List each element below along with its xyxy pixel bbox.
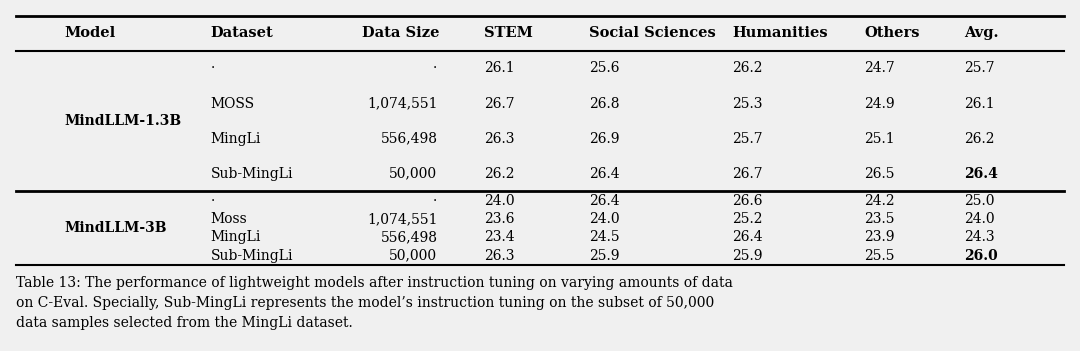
Text: 26.7: 26.7 — [732, 167, 762, 181]
Text: Moss: Moss — [211, 212, 247, 226]
Text: 25.2: 25.2 — [732, 212, 762, 226]
Text: 26.0: 26.0 — [964, 249, 998, 263]
Text: 26.4: 26.4 — [964, 167, 998, 181]
Text: 24.3: 24.3 — [964, 230, 995, 244]
Text: 26.8: 26.8 — [589, 97, 619, 111]
Text: ·: · — [211, 61, 215, 75]
Text: 25.9: 25.9 — [732, 249, 762, 263]
Text: 23.9: 23.9 — [864, 230, 894, 244]
Text: 24.9: 24.9 — [864, 97, 894, 111]
Text: 25.6: 25.6 — [589, 61, 619, 75]
Text: 26.1: 26.1 — [484, 61, 514, 75]
Text: 25.9: 25.9 — [589, 249, 619, 263]
Text: 23.4: 23.4 — [484, 230, 514, 244]
Text: Sub-MingLi: Sub-MingLi — [211, 249, 293, 263]
Text: 26.4: 26.4 — [589, 167, 619, 181]
Text: Others: Others — [864, 26, 919, 40]
Text: 26.2: 26.2 — [484, 167, 514, 181]
Text: 556,498: 556,498 — [380, 132, 437, 146]
Text: 24.7: 24.7 — [864, 61, 894, 75]
Text: 23.5: 23.5 — [864, 212, 894, 226]
Text: Humanities: Humanities — [732, 26, 828, 40]
Text: Avg.: Avg. — [964, 26, 999, 40]
Text: ·: · — [211, 193, 215, 207]
Text: 50,000: 50,000 — [389, 167, 437, 181]
Text: 25.5: 25.5 — [864, 249, 894, 263]
Text: 23.6: 23.6 — [484, 212, 514, 226]
Text: ·: · — [433, 193, 437, 207]
Text: 26.2: 26.2 — [964, 132, 995, 146]
Text: 1,074,551: 1,074,551 — [367, 97, 437, 111]
Text: Social Sciences: Social Sciences — [589, 26, 715, 40]
Text: MOSS: MOSS — [211, 97, 255, 111]
Text: 26.4: 26.4 — [589, 193, 619, 207]
Text: MingLi: MingLi — [211, 132, 261, 146]
Text: Table 13: The performance of lightweight models after instruction tuning on vary: Table 13: The performance of lightweight… — [16, 276, 733, 330]
Text: 24.0: 24.0 — [484, 193, 514, 207]
Text: 24.2: 24.2 — [864, 193, 894, 207]
Text: 26.9: 26.9 — [589, 132, 619, 146]
Text: MindLLM-1.3B: MindLLM-1.3B — [65, 114, 181, 128]
Text: 26.4: 26.4 — [732, 230, 762, 244]
Text: Model: Model — [65, 26, 116, 40]
Text: 25.0: 25.0 — [964, 193, 995, 207]
Text: 25.1: 25.1 — [864, 132, 894, 146]
Text: 24.0: 24.0 — [589, 212, 619, 226]
Text: ·: · — [433, 61, 437, 75]
Text: 26.1: 26.1 — [964, 97, 995, 111]
Text: 25.7: 25.7 — [732, 132, 762, 146]
Text: 26.6: 26.6 — [732, 193, 762, 207]
Text: 26.3: 26.3 — [484, 249, 514, 263]
Text: MindLLM-3B: MindLLM-3B — [65, 221, 167, 235]
Text: 24.5: 24.5 — [589, 230, 619, 244]
Text: 1,074,551: 1,074,551 — [367, 212, 437, 226]
Text: 556,498: 556,498 — [380, 230, 437, 244]
Text: 50,000: 50,000 — [389, 249, 437, 263]
Text: 25.3: 25.3 — [732, 97, 762, 111]
Text: 26.3: 26.3 — [484, 132, 514, 146]
Text: STEM: STEM — [484, 26, 532, 40]
Text: 26.2: 26.2 — [732, 61, 762, 75]
Text: 25.7: 25.7 — [964, 61, 995, 75]
Text: Dataset: Dataset — [211, 26, 273, 40]
Text: Data Size: Data Size — [362, 26, 440, 40]
Text: 26.5: 26.5 — [864, 167, 894, 181]
Text: 26.7: 26.7 — [484, 97, 514, 111]
Text: MingLi: MingLi — [211, 230, 261, 244]
Text: 24.0: 24.0 — [964, 212, 995, 226]
Text: Sub-MingLi: Sub-MingLi — [211, 167, 293, 181]
